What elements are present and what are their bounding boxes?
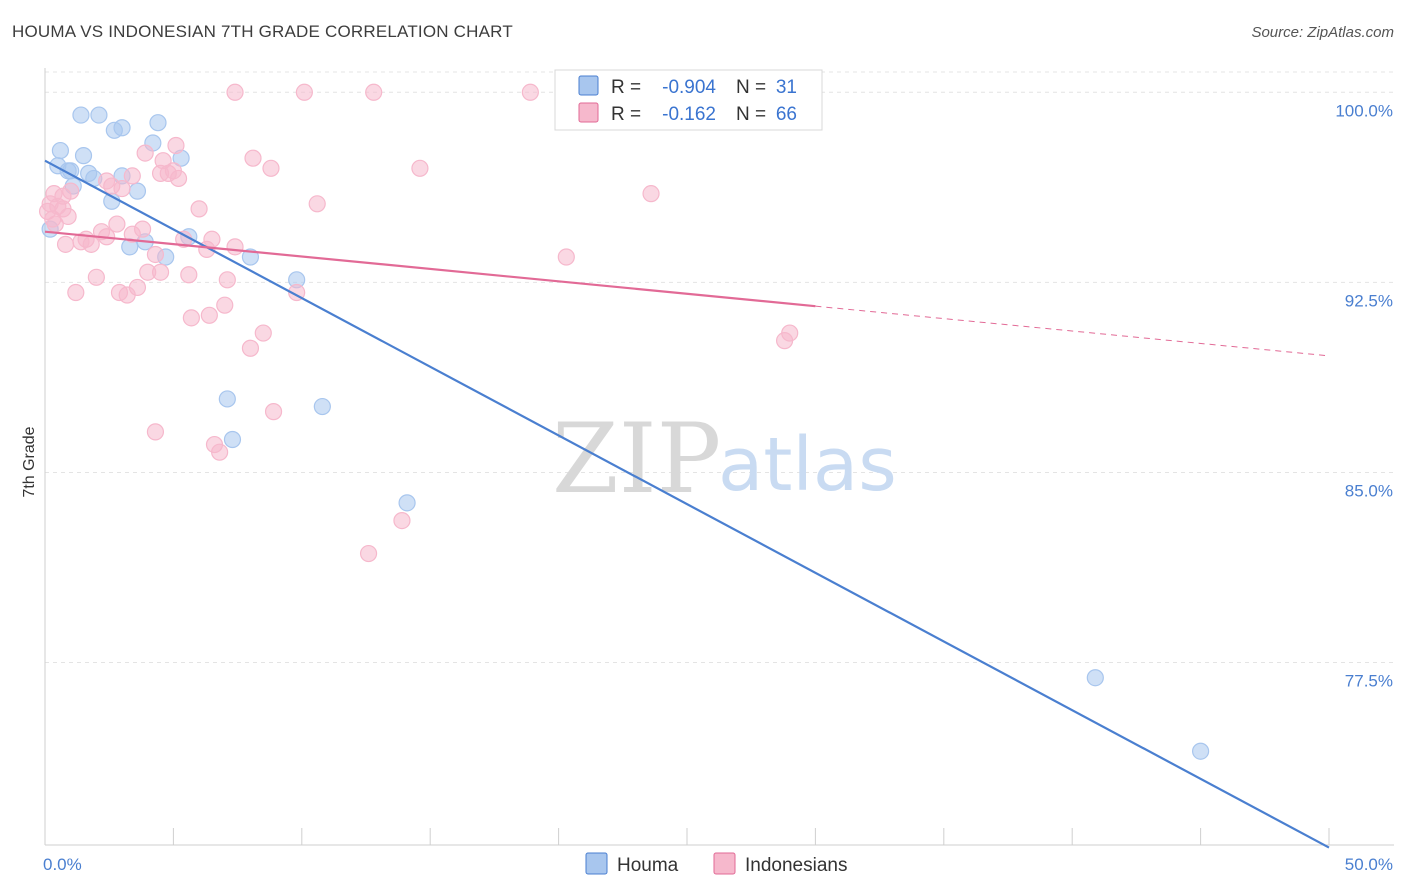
point-houma-27 [313,397,331,416]
data-points [38,83,1210,760]
point-houma-19 [149,114,167,132]
point-houma-29 [1086,669,1104,687]
point-houma-14 [113,119,131,137]
point-indonesians-38 [169,169,188,188]
point-indonesians-65 [557,248,575,266]
y-tick-labels: 100.0% 92.5% 85.0% 77.5% [1335,101,1393,690]
legend-swatch-houma [585,852,608,875]
point-indonesians-52 [241,339,260,357]
legend-label-houma: Houma [617,855,679,876]
trend-line-indonesians-extension [815,305,1330,357]
y-tick-label-0: 100.0% [1335,101,1393,120]
stats-legend-r-houma: -0.904 [662,77,716,98]
point-indonesians-44 [200,306,218,324]
watermark-atlas: atlas [718,422,897,508]
point-indonesians-33 [151,263,170,281]
y-tick-label-3: 77.5% [1345,672,1393,691]
point-indonesians-20 [108,215,126,233]
point-houma-10 [90,106,108,124]
stats-legend-n-indonesians: 66 [776,104,797,125]
stats-legend-n-label: N = [736,77,766,98]
point-houma-30 [1191,742,1210,760]
point-indonesians-47 [211,443,229,461]
point-houma-28 [398,494,416,512]
trend-lines [44,159,1330,849]
point-indonesians-40 [180,266,198,284]
point-indonesians-58 [295,83,313,101]
legend-swatch-indonesians [713,852,736,875]
point-houma-6 [72,106,90,124]
stats-legend-r-indonesians: -0.162 [662,104,716,125]
point-indonesians-64 [521,83,539,101]
point-indonesians-62 [393,511,411,530]
point-indonesians-42 [190,200,208,218]
point-indonesians-11 [67,283,85,302]
stats-legend-swatch-indonesians [578,102,599,123]
x-tick-label-1: 50.0% [1345,855,1393,874]
stats-legend-r-label: R = [611,77,641,98]
bottom-legend: Houma Indonesians [585,852,847,876]
y-tick-label-1: 92.5% [1345,291,1393,310]
point-indonesians-27 [133,220,152,238]
point-indonesians-55 [262,159,280,177]
point-indonesians-56 [264,403,283,421]
trend-line-houma [44,159,1330,849]
stats-legend-box [554,69,823,131]
point-indonesians-63 [411,159,429,177]
point-indonesians-54 [254,324,272,342]
point-indonesians-8 [56,235,75,253]
y-tick-label-2: 85.0% [1345,481,1393,500]
point-indonesians-28 [136,144,154,162]
point-indonesians-41 [182,309,200,327]
chart-source: Source: ZipAtlas.com [1251,24,1394,41]
point-indonesians-22 [113,179,131,198]
stats-legend-r-label-2: R = [611,104,641,125]
stats-legend-n-label-2: N = [736,104,766,125]
point-indonesians-60 [359,544,378,563]
point-indonesians-53 [244,149,262,167]
point-indonesians-66 [642,185,660,203]
point-indonesians-10 [62,182,80,200]
point-houma-7 [74,147,93,165]
point-indonesians-30 [146,245,165,264]
watermark-zip: ZIP [552,403,721,515]
point-indonesians-49 [218,271,236,289]
point-indonesians-45 [203,230,221,248]
point-indonesians-9 [59,207,77,226]
stats-legend: R = -0.904 N = 31 R = -0.162 N = 66 [554,69,823,131]
point-indonesians-37 [167,136,185,155]
stats-legend-swatch-houma [578,75,599,96]
stats-legend-n-houma: 31 [776,77,797,98]
point-indonesians-61 [365,83,383,101]
point-indonesians-15 [87,268,105,286]
point-houma-24 [223,430,242,449]
point-indonesians-50 [226,238,244,256]
point-indonesians-25 [123,167,141,185]
point-houma-2 [51,141,70,160]
x-tick-labels: 0.0% 50.0% [43,855,1393,874]
point-indonesians-31 [146,423,165,441]
chart-title: HOUMA VS INDONESIAN 7TH GRADE CORRELATIO… [12,22,513,41]
point-indonesians-59 [308,195,326,213]
point-indonesians-68 [781,324,799,342]
point-indonesians-26 [128,278,147,297]
legend-label-indonesians: Indonesians [745,855,847,876]
point-houma-23 [218,390,236,408]
x-tick-label-0: 0.0% [43,855,82,874]
trend-line-indonesians [44,230,816,308]
point-houma-16 [128,182,147,200]
point-indonesians-51 [226,83,244,101]
point-indonesians-48 [216,296,234,314]
watermark: ZIP atlas [552,403,897,515]
y-axis-label: 7th Grade [21,426,38,497]
